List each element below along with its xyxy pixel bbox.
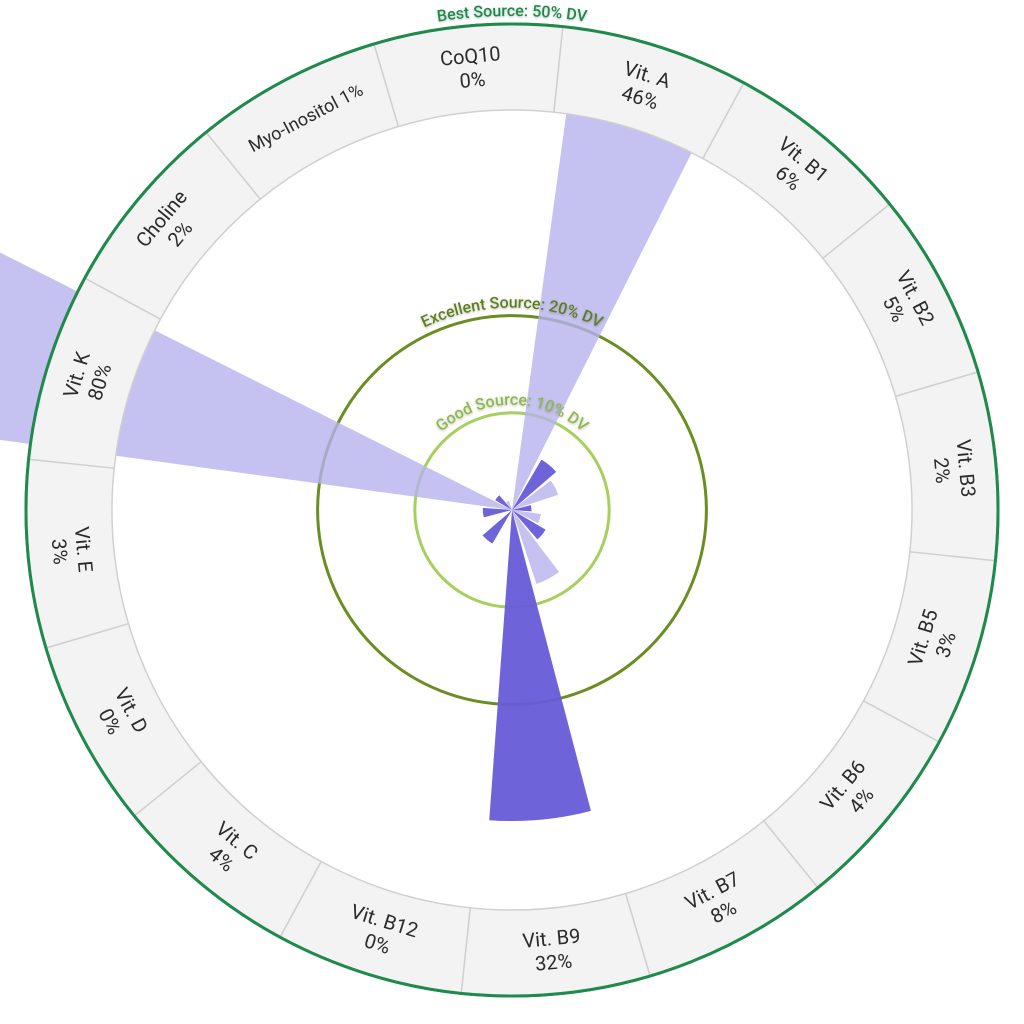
svg-text:32%: 32%: [534, 948, 573, 975]
svg-text:3%: 3%: [47, 538, 73, 566]
ring-label: Best Source: 50% DV: [436, 1, 589, 26]
svg-text:2%: 2%: [929, 456, 955, 484]
svg-text:Vit. E: Vit. E: [70, 525, 98, 573]
vitamin-radial-chart: Good Source: 10% DVExcellent Source: 20%…: [0, 0, 1024, 1024]
svg-text:0%: 0%: [458, 67, 486, 93]
